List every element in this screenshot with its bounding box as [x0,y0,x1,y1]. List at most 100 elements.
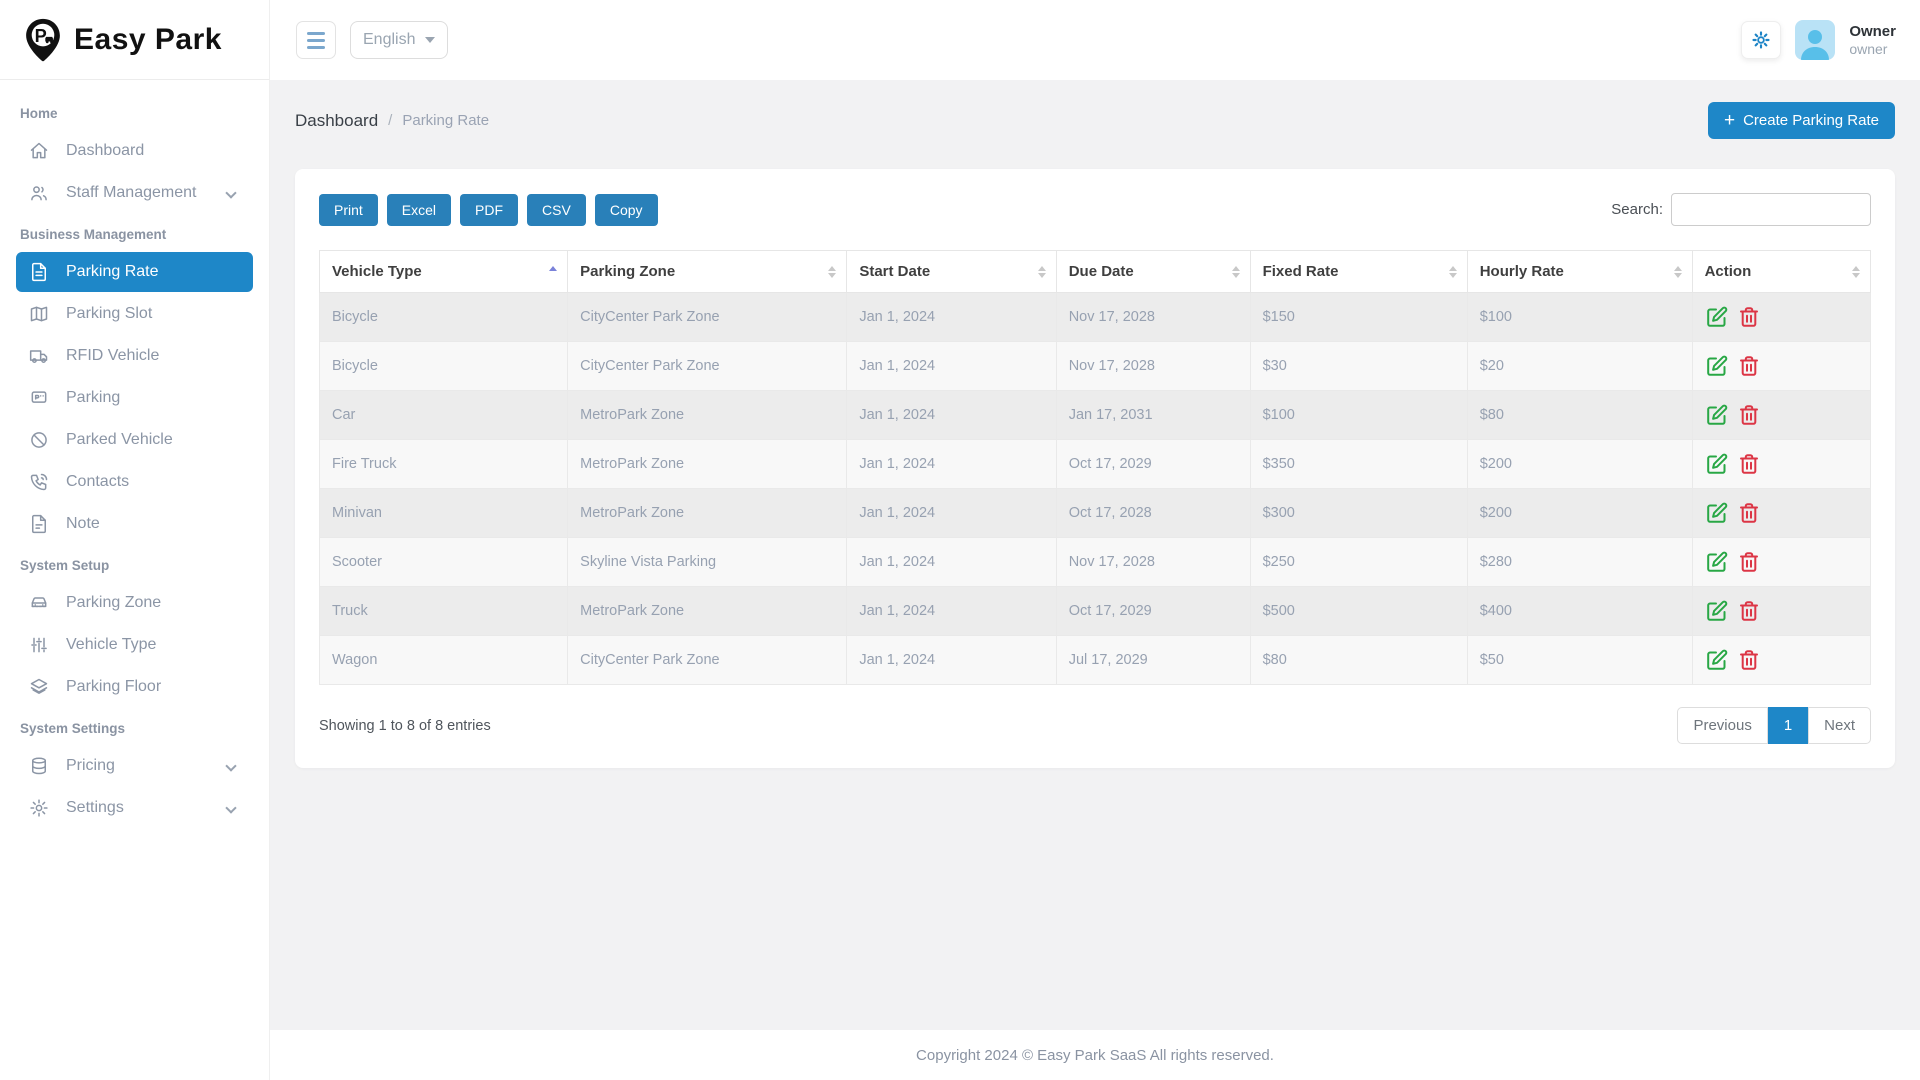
copyright-text: Copyright 2024 © Easy Park SaaS All righ… [916,1046,1274,1064]
sidebar-item-parking-zone[interactable]: Parking Zone [16,583,253,623]
column-header-fixed-rate[interactable]: Fixed Rate [1249,250,1468,293]
plus-icon: + [1723,110,1736,131]
edit-icon[interactable] [1705,354,1729,378]
breadcrumb-dashboard[interactable]: Dashboard [295,110,379,130]
cell-parking-zone: MetroPark Zone [567,488,848,538]
cell-due-date: Jul 17, 2029 [1055,635,1251,685]
cell-start-date: Jan 1, 2024 [846,292,1057,342]
cell-fixed-rate: $350 [1249,439,1468,489]
sidebar-item-note[interactable]: Note [16,504,253,544]
table-row: Minivan MetroPark Zone Jan 1, 2024 Oct 1… [318,488,1872,538]
pdf-button[interactable]: PDF [460,193,519,226]
phone-icon [28,471,50,493]
language-select[interactable]: English [350,21,449,59]
edit-icon[interactable] [1705,501,1729,525]
csv-button[interactable]: CSV [527,193,586,226]
delete-icon[interactable] [1737,305,1761,329]
delete-icon[interactable] [1737,599,1761,623]
sidebar-item-dashboard[interactable]: Dashboard [16,131,253,171]
sidebar-item-pricing[interactable]: Pricing [16,746,253,786]
sidebar-item-label: Parking [66,389,121,406]
cell-due-date: Jan 17, 2031 [1055,390,1251,440]
edit-icon[interactable] [1705,452,1729,476]
sidebar-item-parking-slot[interactable]: Parking Slot [16,294,253,334]
breadcrumb-separator: / [388,112,393,129]
delete-icon[interactable] [1737,501,1761,525]
cell-vehicle-type: Bicycle [318,341,569,391]
edit-icon[interactable] [1705,403,1729,427]
edit-icon[interactable] [1705,550,1729,574]
sidebar-item-rfid-vehicle[interactable]: RFID Vehicle [16,336,253,376]
sidebar-item-settings[interactable]: Settings [16,788,253,828]
column-header-due-date[interactable]: Due Date [1055,250,1251,293]
user-info[interactable]: Owner owner [1849,23,1896,58]
sort-icon [1231,265,1240,278]
next-page-button[interactable]: Next [1808,707,1871,744]
sidebar-item-label: Parking Zone [66,594,162,611]
table-row: Car MetroPark Zone Jan 1, 2024 Jan 17, 2… [318,390,1872,440]
sidebar-toggle-button[interactable] [296,21,336,59]
ban-icon [28,429,50,451]
delete-icon[interactable] [1737,354,1761,378]
sidebar-item-staff-management[interactable]: Staff Management [16,173,253,213]
column-header-action[interactable]: Action [1691,250,1872,293]
sidebar-item-label: Note [66,515,100,532]
page-1-button[interactable]: 1 [1767,707,1809,744]
note-icon [28,513,50,535]
settings-button[interactable] [1741,21,1782,59]
delete-icon[interactable] [1737,403,1761,427]
cell-parking-zone: MetroPark Zone [567,439,848,489]
sidebar-item-parked-vehicle[interactable]: Parked Vehicle [16,420,253,460]
excel-button[interactable]: Excel [386,193,452,226]
table-row: Bicycle CityCenter Park Zone Jan 1, 2024… [318,292,1872,342]
brand-name: Easy Park [74,22,222,56]
section-system-setup: System Setup [20,558,110,573]
edit-icon[interactable] [1705,648,1729,672]
sidebar-item-contacts[interactable]: Contacts [16,462,253,502]
cell-start-date: Jan 1, 2024 [846,341,1057,391]
cell-start-date: Jan 1, 2024 [846,390,1057,440]
parking-meter-icon [28,387,50,409]
user-avatar[interactable] [1795,20,1836,60]
column-header-hourly-rate[interactable]: Hourly Rate [1466,250,1693,293]
parking-rate-card: Print Excel PDF CSV Copy Search: [295,169,1895,768]
sidebar-item-parking-floor[interactable]: Parking Floor [16,667,253,707]
brand-logo[interactable]: P Easy Park [0,0,269,80]
table-row: Bicycle CityCenter Park Zone Jan 1, 2024… [318,341,1872,391]
sidebar-item-label: Staff Management [66,184,197,201]
cell-start-date: Jan 1, 2024 [846,635,1057,685]
sort-icon [1852,265,1860,278]
sidebar-item-parking[interactable]: Parking [16,378,253,418]
cell-action [1691,635,1872,685]
column-header-parking-zone[interactable]: Parking Zone [567,250,848,293]
create-parking-rate-button[interactable]: + Create Parking Rate [1707,102,1895,139]
cell-hourly-rate: $280 [1466,537,1693,587]
table-toolbar: Print Excel PDF CSV Copy Search: [319,193,1871,226]
delete-icon[interactable] [1737,452,1761,476]
sidebar-nav: Home Dashboard Staff Management Business… [0,80,269,844]
copy-button[interactable]: Copy [594,193,658,226]
search-input[interactable] [1671,193,1871,226]
cell-parking-zone: MetroPark Zone [567,390,848,440]
previous-page-button[interactable]: Previous [1677,707,1768,744]
edit-icon[interactable] [1705,305,1729,329]
hamburger-icon [307,31,325,49]
delete-icon[interactable] [1737,648,1761,672]
column-header-vehicle-type[interactable]: Vehicle Type [318,250,569,293]
cell-due-date: Nov 17, 2028 [1055,292,1251,342]
delete-icon[interactable] [1737,550,1761,574]
sort-icon [1037,265,1046,278]
cell-fixed-rate: $500 [1249,586,1468,636]
edit-icon[interactable] [1705,599,1729,623]
sidebar: P Easy Park Home Dashboard Staff Managem… [0,0,270,1080]
chevron-down-icon [225,187,237,199]
user-name: Owner [1849,22,1896,40]
gear-icon [1751,30,1771,50]
cell-vehicle-type: Bicycle [318,292,569,342]
sidebar-item-parking-rate[interactable]: Parking Rate [16,252,253,292]
print-button[interactable]: Print [319,193,378,226]
cell-due-date: Oct 17, 2028 [1055,488,1251,538]
column-header-start-date[interactable]: Start Date [846,250,1057,293]
sidebar-item-vehicle-type[interactable]: Vehicle Type [16,625,253,665]
cell-due-date: Nov 17, 2028 [1055,537,1251,587]
